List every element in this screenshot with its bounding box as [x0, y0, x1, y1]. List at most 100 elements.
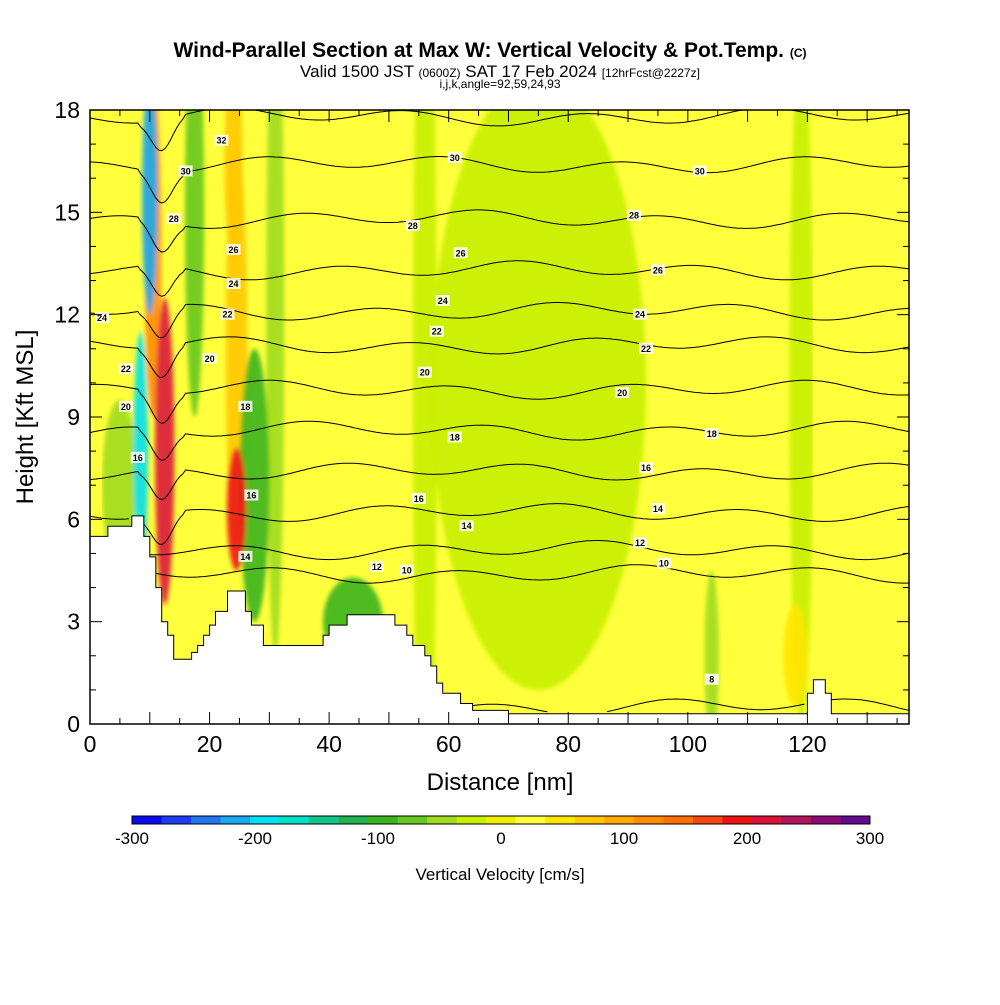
colorbar-swatch-6 [309, 816, 340, 824]
colorbar-swatch-12 [486, 816, 517, 824]
contour-label-17: 22 [118, 363, 133, 375]
colorbar-swatch-20 [722, 816, 753, 824]
svg-text:14: 14 [653, 504, 663, 514]
contour-label-27: 16 [411, 492, 426, 504]
colorbar-swatch-16 [604, 816, 635, 824]
contour-label-11: 24 [435, 295, 450, 306]
svg-text:10: 10 [659, 559, 669, 569]
colorbar-swatch-2 [191, 816, 221, 824]
colorbar-swatch-1 [161, 816, 192, 824]
contour-label-28: 16 [639, 462, 653, 474]
contour-label-22: 18 [238, 400, 253, 412]
colorbar-tick-0: -300 [115, 829, 149, 848]
velocity-feature-8 [185, 110, 205, 417]
colorbar-tick-1: -200 [238, 829, 272, 848]
svg-text:16: 16 [414, 494, 424, 504]
x-tick-label-0: 0 [84, 731, 97, 757]
svg-text:16: 16 [641, 463, 651, 473]
colorbar-tick-4: 100 [610, 829, 638, 848]
svg-text:24: 24 [228, 279, 238, 289]
contour-label-9: 26 [650, 264, 665, 276]
contour-label-5: 28 [405, 220, 420, 231]
x-tick-label-120: 120 [788, 731, 826, 757]
colorbar-tick-3: 0 [496, 829, 505, 848]
colorbar-tick-2: -100 [361, 829, 395, 848]
contour-label-13: 24 [95, 312, 109, 324]
theta-contours [90, 110, 909, 713]
grid-index-line: i,j,k,angle=92,59,24,93 [439, 77, 560, 91]
svg-text:20: 20 [617, 388, 627, 398]
y-tick-label-12: 12 [54, 302, 80, 328]
contour-label-25: 16 [130, 451, 145, 463]
contour-label-29: 14 [238, 550, 253, 562]
colorbar: -300 -200 -100 0 100 200 300 [115, 815, 884, 848]
velocity-feature-5 [783, 604, 808, 707]
x-tick-label-40: 40 [316, 731, 342, 757]
y-axis-label: Height [Kft MSL] [12, 330, 39, 505]
svg-text:16: 16 [246, 491, 256, 501]
svg-text:22: 22 [641, 344, 651, 354]
contour-label-18: 20 [202, 353, 217, 364]
colorbar-swatch-9 [397, 816, 428, 824]
chart-subtitle: Valid 1500 JST (0600Z) SAT 17 Feb 2024 [… [300, 62, 700, 81]
colorbar-swatch-18 [663, 816, 694, 824]
svg-text:30: 30 [450, 153, 460, 163]
svg-text:28: 28 [408, 221, 418, 231]
svg-text:28: 28 [169, 214, 179, 224]
contour-label-4: 28 [166, 213, 181, 225]
theta-contour-14 [90, 503, 909, 546]
svg-text:26: 26 [228, 245, 238, 255]
colorbar-swatch-21 [751, 816, 782, 824]
contour-label-32: 12 [369, 561, 384, 573]
contour-label-31: 14 [650, 503, 665, 515]
svg-text:20: 20 [205, 354, 215, 364]
x-tick-label-60: 60 [436, 731, 462, 757]
velocity-feature-2 [412, 110, 437, 724]
y-tick-label-6: 6 [67, 506, 80, 532]
contour-label-3: 30 [692, 165, 707, 177]
svg-text:14: 14 [240, 552, 250, 562]
contour-label-8: 26 [453, 247, 468, 259]
contour-label-10: 24 [226, 278, 241, 289]
contour-label-21: 20 [118, 400, 133, 412]
svg-text:32: 32 [216, 136, 226, 146]
svg-text:22: 22 [432, 327, 442, 337]
svg-text:24: 24 [635, 310, 645, 320]
contour-label-20: 20 [615, 387, 630, 399]
theta-contour-12 [149, 540, 909, 561]
svg-text:12: 12 [635, 538, 645, 548]
colorbar-swatch-7 [338, 816, 369, 824]
theta-contour-28 [90, 209, 909, 253]
y-tick-label-0: 0 [67, 711, 80, 737]
colorbar-swatch-0 [132, 816, 162, 824]
svg-text:22: 22 [222, 310, 232, 320]
svg-text:20: 20 [121, 402, 131, 412]
colorbar-swatch-19 [692, 816, 723, 824]
colorbar-swatch-15 [574, 816, 605, 824]
svg-text:18: 18 [707, 429, 717, 439]
theta-contour-8 [472, 698, 909, 713]
velocity-feature-0 [430, 110, 646, 690]
contour-label-6: 28 [627, 209, 641, 221]
velocity-feature-6 [704, 570, 719, 724]
contour-label-35: 10 [656, 557, 671, 569]
contour-label-24: 18 [704, 428, 719, 440]
chart-title: Wind-Parallel Section at Max W: Vertical… [173, 39, 806, 62]
colorbar-frame [131, 815, 871, 825]
svg-text:26: 26 [456, 248, 466, 258]
velocity-feature-1 [789, 110, 814, 724]
colorbar-label: Vertical Velocity [cm/s] [415, 865, 584, 884]
svg-text:26: 26 [653, 265, 663, 275]
contour-label-34: 10 [399, 564, 414, 576]
x-axis-label: Distance [nm] [427, 769, 574, 796]
colorbar-swatch-3 [220, 816, 251, 824]
velocity-feature-16 [142, 110, 158, 315]
colorbar-swatch-5 [279, 816, 310, 824]
colorbar-tick-6: 300 [856, 829, 884, 848]
velocity-feature-14 [133, 331, 148, 571]
contour-label-15: 22 [429, 325, 444, 337]
contour-label-12: 24 [633, 308, 647, 320]
x-axis: 0 20 40 60 80 100 120 [84, 110, 898, 757]
svg-text:30: 30 [181, 166, 191, 176]
contour-label-30: 14 [459, 520, 474, 532]
